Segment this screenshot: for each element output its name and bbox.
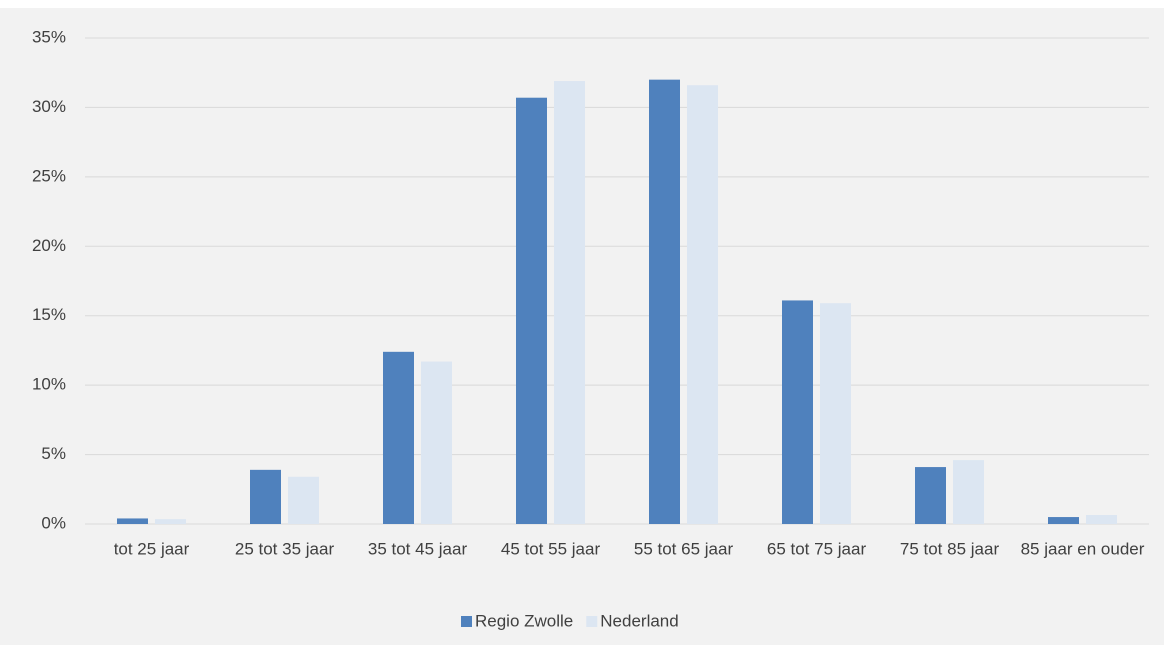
x-tick-label: 75 tot 85 jaar: [900, 539, 1000, 558]
legend-label: Regio Zwolle: [475, 611, 573, 630]
y-tick-label: 0%: [41, 513, 66, 532]
bar: [1086, 514, 1117, 524]
bar: [288, 476, 319, 524]
x-tick-label: 65 tot 75 jaar: [767, 539, 867, 558]
bar: [250, 469, 281, 524]
bar: [516, 97, 547, 525]
bar: [1048, 517, 1079, 524]
x-tick-label: 45 tot 55 jaar: [501, 539, 601, 558]
y-tick-label: 35%: [32, 27, 66, 46]
x-tick-label: 25 tot 35 jaar: [235, 539, 335, 558]
bar: [782, 300, 813, 524]
x-tick-label: 35 tot 45 jaar: [368, 539, 468, 558]
bar: [155, 519, 186, 524]
x-tick-label: 55 tot 65 jaar: [634, 539, 734, 558]
legend-swatch: [586, 616, 598, 627]
x-tick-label: 85 jaar en ouder: [1021, 539, 1145, 558]
bar: [953, 460, 984, 524]
y-tick-label: 15%: [32, 305, 66, 324]
y-tick-label: 20%: [32, 236, 66, 255]
x-tick-label: tot 25 jaar: [114, 539, 190, 558]
bar: [915, 467, 946, 524]
bar: [554, 81, 585, 524]
y-tick-label: 5%: [41, 444, 66, 463]
y-tick-label: 30%: [32, 97, 66, 116]
y-tick-label: 10%: [32, 375, 66, 394]
bar: [421, 361, 452, 524]
y-tick-label: 25%: [32, 166, 66, 185]
bar: [383, 351, 414, 524]
bar: [820, 303, 851, 524]
bar: [117, 518, 148, 524]
bar: [649, 79, 680, 525]
legend-label: Nederland: [600, 611, 678, 630]
bar: [687, 85, 718, 524]
legend-swatch: [461, 616, 472, 627]
